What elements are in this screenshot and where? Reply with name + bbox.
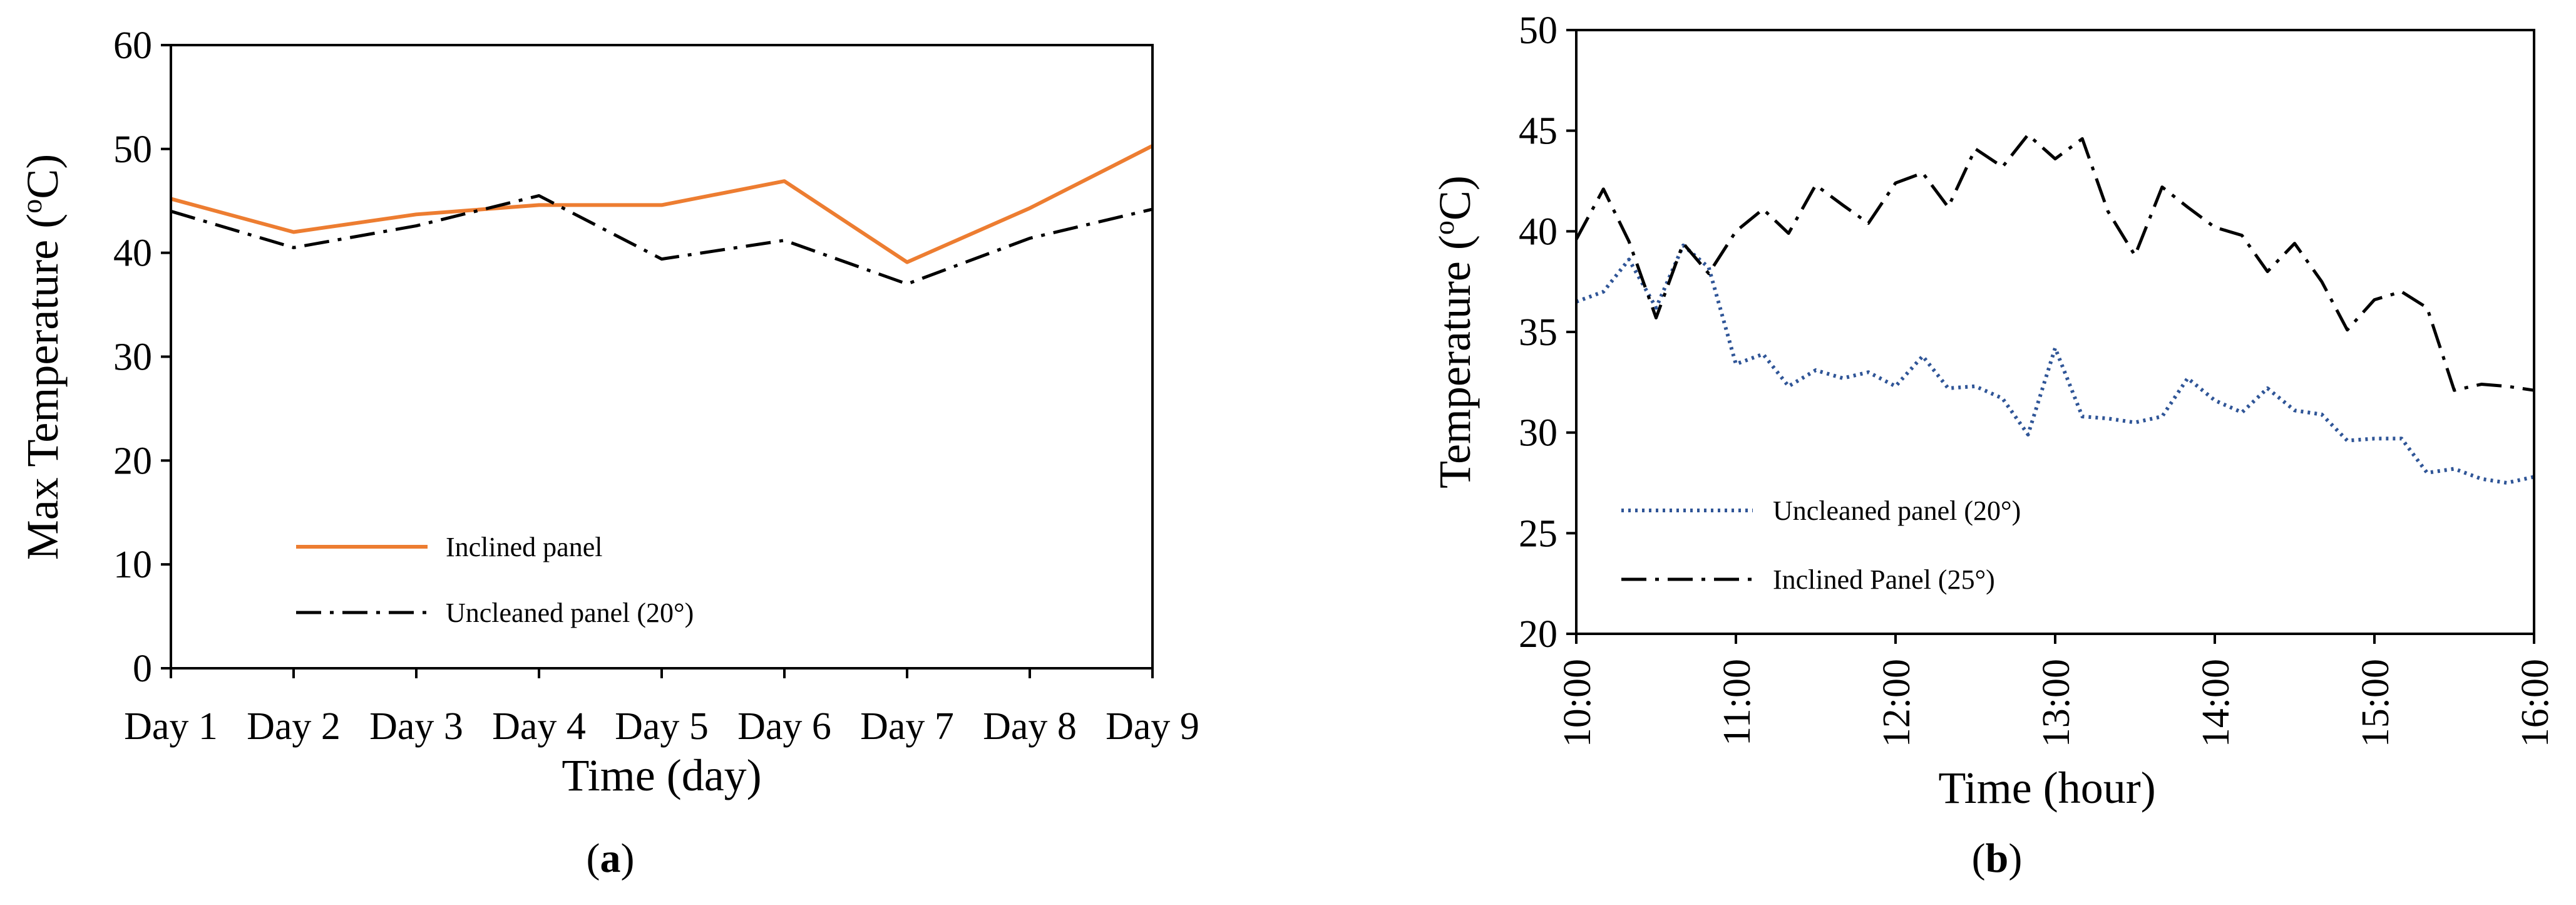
chart-b-y-ticks: 20 25 30 35 40 45 50 (1519, 9, 1576, 656)
x-tick-label: Day 7 (860, 705, 954, 748)
x-tick-label: Day 1 (124, 705, 218, 748)
y-tick-label: 20 (113, 440, 152, 482)
legend-label-inclined-panel: Inclined panel (446, 532, 602, 562)
chart-b-legend: Uncleaned panel (20°) Inclined Panel (25… (1621, 495, 2021, 595)
chart-b-y-axis-title: Temperature (oC) (1428, 175, 1480, 489)
x-tick-label: Day 4 (492, 705, 586, 748)
chart-a-plot-frame (170, 44, 1154, 670)
legend-label-uncleaned-panel: Uncleaned panel (20°) (446, 597, 694, 628)
x-tick-label: 16:00 (2514, 659, 2557, 747)
y-tick-label: 10 (113, 544, 152, 586)
chart-b-x-axis-title: Time (hour) (1938, 763, 2155, 813)
x-tick-label: Day 9 (1106, 705, 1199, 748)
legend-label-inclined-panel: Inclined Panel (25°) (1773, 564, 1995, 595)
y-tick-label: 50 (1519, 9, 1557, 52)
y-tick-label: 30 (1519, 412, 1557, 455)
series-line-0 (1575, 243, 2535, 485)
y-tick-label: 30 (113, 336, 152, 379)
y-tick-label: 60 (113, 24, 152, 67)
chart-a-series (170, 144, 1154, 286)
chart-b-x-ticks: 10:00 11:00 12:00 13:00 14:00 15:00 16:00 (1556, 634, 2557, 747)
chart-a-legend: Inclined panel Uncleaned panel (20°) (296, 532, 694, 628)
chart-a-caption: (a) (587, 835, 635, 881)
x-tick-label: 13:00 (2035, 659, 2078, 747)
x-tick-label: 15:00 (2354, 659, 2397, 747)
x-tick-label: Day 2 (247, 705, 341, 748)
chart-b-series (1574, 133, 2535, 485)
chart-b-plot-frame (1575, 29, 2535, 635)
x-tick-label: 10:00 (1556, 659, 1599, 747)
chart-a-y-axis-title: Max Temperature (oC) (16, 154, 68, 560)
x-tick-label: Day 3 (369, 705, 463, 748)
x-tick-label: 11:00 (1716, 659, 1758, 746)
chart-a-x-axis-title: Time (day) (562, 750, 761, 800)
chart-a-x-ticks: Day 1 Day 2 Day 3 Day 4 Day 5 Day 6 Day 7 Day 8… (124, 668, 1199, 748)
series-line-0 (170, 144, 1154, 264)
y-tick-label: 0 (133, 648, 152, 690)
y-tick-label: 40 (1519, 210, 1557, 253)
y-tick-label: 40 (113, 232, 152, 275)
x-tick-label: 14:00 (2195, 659, 2237, 747)
y-tick-label: 20 (1519, 613, 1557, 656)
y-tick-label: 25 (1519, 512, 1557, 555)
y-tick-label: 50 (113, 128, 152, 171)
x-tick-label: Day 8 (983, 705, 1077, 748)
chart-b-caption: (b) (1972, 835, 2023, 881)
x-tick-label: 12:00 (1876, 659, 1918, 747)
y-tick-label: 45 (1519, 110, 1557, 153)
y-tick-label: 35 (1519, 311, 1557, 354)
legend-label-uncleaned-panel: Uncleaned panel (20°) (1773, 495, 2021, 526)
series-line-1 (1574, 133, 2535, 392)
x-tick-label: Day 6 (737, 705, 831, 748)
chart-b: 20 25 30 35 40 45 50 10:00 11:00 12:00 13:00 14:00… (1428, 9, 2557, 881)
series-line-1 (170, 194, 1153, 286)
chart-a-y-ticks: 0 10 20 30 40 50 60 (113, 24, 171, 690)
x-tick-label: Day 5 (615, 705, 709, 748)
